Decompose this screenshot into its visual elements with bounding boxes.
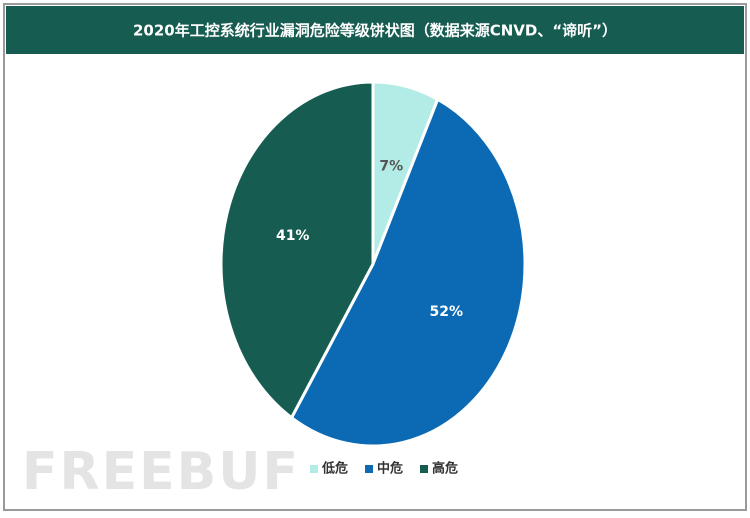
data-label: 41% bbox=[276, 228, 310, 244]
legend-swatch bbox=[420, 465, 428, 473]
title-band bbox=[6, 6, 744, 54]
legend-swatch bbox=[310, 465, 318, 473]
chart-title: 2020年工控系统行业漏洞危险等级饼状图（数据来源CNVD、“谛听”） bbox=[133, 22, 617, 40]
legend-label: 低危 bbox=[321, 461, 348, 477]
pie-slice bbox=[289, 97, 527, 448]
legend-swatch bbox=[365, 465, 373, 473]
legend-label: 高危 bbox=[432, 461, 458, 477]
legend-label: 中危 bbox=[377, 461, 403, 477]
watermark: FREEBUF bbox=[22, 442, 300, 502]
pie-slice bbox=[219, 80, 375, 420]
data-label: 52% bbox=[430, 304, 464, 320]
data-label: 7% bbox=[379, 158, 403, 174]
